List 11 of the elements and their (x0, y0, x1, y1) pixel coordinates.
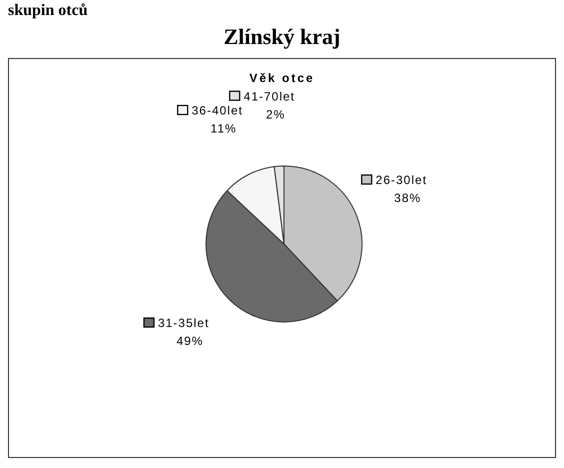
legend-label: 26-30let (376, 173, 428, 188)
data-label: 11% (210, 121, 237, 136)
data-label: 2% (266, 107, 286, 122)
chart-subtitle: Věk otce (248, 71, 316, 85)
chart-title: Zlínský kraj (222, 24, 342, 50)
data-label: 49% (176, 334, 204, 348)
legend-label: 31-35let (158, 316, 210, 330)
data-label: 38% (394, 191, 422, 206)
slice-label: 36-40let (192, 103, 243, 118)
text: skupin otců (8, 2, 88, 20)
legend-label: 41-70let (244, 89, 296, 104)
